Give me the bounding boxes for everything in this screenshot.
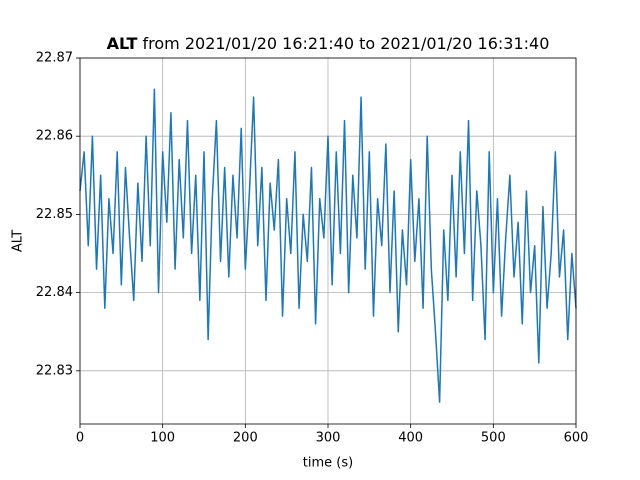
plot-frame — [79, 57, 577, 425]
chart-title: ALT from 2021/01/20 16:21:40 to 2021/01/… — [107, 34, 550, 53]
x-tick-label: 100 — [150, 431, 175, 446]
x-axis-label: time (s) — [303, 456, 353, 471]
title-variable: ALT — [107, 34, 138, 53]
y-tick-label: 22.87 — [36, 51, 73, 66]
y-tick-label: 22.83 — [36, 363, 73, 378]
x-tick-label: 200 — [233, 431, 258, 446]
y-tick-label: 22.85 — [36, 207, 73, 222]
y-tick-label: 22.84 — [36, 285, 73, 300]
x-tick-label: 300 — [316, 431, 341, 446]
x-tick-label: 0 — [76, 431, 84, 446]
title-text: from 2021/01/20 16:21:40 to 2021/01/20 1… — [143, 34, 550, 53]
data-line — [79, 88, 577, 403]
x-tick-label: 400 — [398, 431, 423, 446]
x-tick-label: 500 — [481, 431, 506, 446]
y-axis-label: ALT — [11, 230, 26, 252]
y-tick-label: 22.86 — [36, 129, 73, 144]
x-tick-label: 600 — [564, 431, 589, 446]
